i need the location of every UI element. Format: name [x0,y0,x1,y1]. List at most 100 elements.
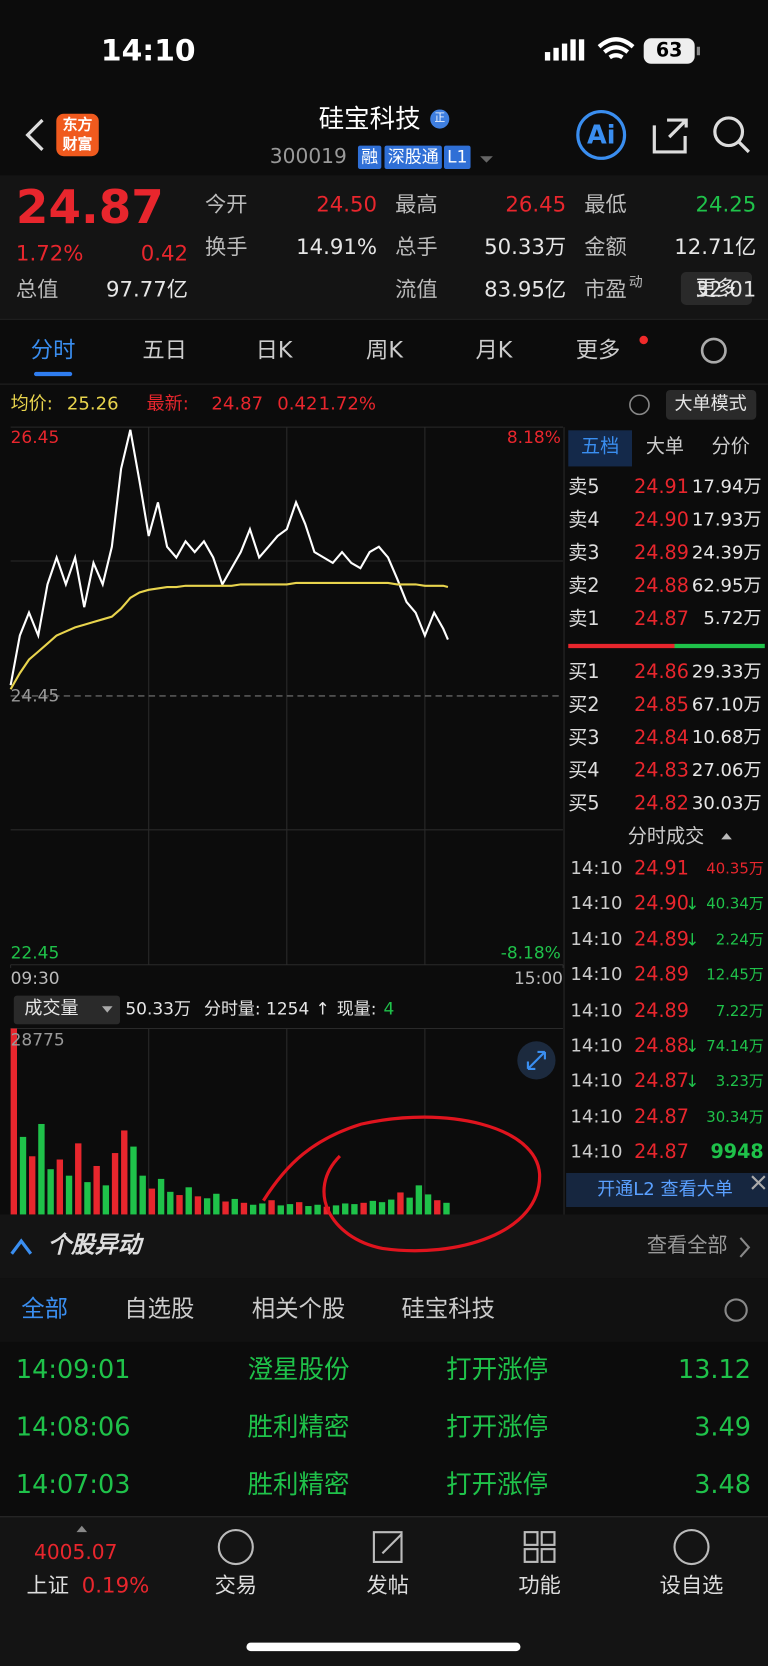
tab[interactable]: 月K [475,337,513,363]
tab[interactable]: 五日 [142,337,187,363]
back-button[interactable] [25,118,44,151]
volume-bar [121,1130,128,1215]
search-handle [737,140,750,154]
filter-tab[interactable]: 相关个股 [251,1296,346,1323]
book-label: 卖2 [568,574,600,598]
filter-tab[interactable]: 硅宝科技 [401,1296,496,1323]
latest-label: 最新: [146,393,189,415]
minute-volume: 分时量: 1254 [203,998,310,1019]
y-tick-label: 22.45 [10,942,60,963]
trade-time: 14:10 [570,1141,623,1164]
help-button[interactable] [629,394,650,416]
ask-bid-ratio-bid [674,643,765,649]
search-button[interactable] [713,116,745,148]
price-line [9,581,449,690]
volume-bar [75,1143,82,1215]
alert-event: 打开涨停 [446,1412,549,1442]
field-value: 32.01 [695,276,757,302]
alert-stock[interactable]: 胜利精密 [247,1469,350,1500]
trade-icon[interactable] [217,1528,254,1566]
volume-bar [277,1205,284,1215]
nav-item[interactable]: 功能 [518,1572,561,1598]
trade-volume: 9948 [710,1141,764,1164]
collapse-button[interactable] [10,1238,33,1255]
book-tab[interactable]: 五档 [581,435,620,458]
more-button-label[interactable]: 更多 [695,276,737,301]
trade-price: 24.87 [634,1141,689,1164]
ai-button[interactable] [576,109,627,160]
active-tab-underline [33,371,73,377]
field-value: 97.77亿 [105,276,189,302]
book-tab[interactable]: 大单 [645,435,685,458]
filter-tab[interactable]: 全部 [21,1296,68,1323]
function-icon[interactable] [523,1531,556,1563]
post-icon[interactable] [372,1531,403,1563]
trade-price: 24.90 [634,892,689,916]
field-value: 26.45 [505,191,567,217]
mode-label[interactable]: 大单模式 [674,393,747,415]
trade-time: 14:10 [570,999,623,1022]
alerts-filter-bar [0,1278,768,1342]
current-volume: 4 [383,998,395,1019]
tab[interactable]: 日K [255,337,293,363]
app-logo[interactable] [56,113,99,157]
close-banner[interactable] [751,1175,766,1190]
trade-price: 24.87 [634,1070,689,1093]
book-price: 24.85 [634,693,689,717]
nav-item[interactable]: 发帖 [366,1572,409,1598]
field-label: 换手 [205,233,248,260]
field-label: 今开 [205,191,248,217]
tab[interactable]: 周K [366,337,403,363]
settings-button[interactable] [724,1298,748,1322]
book-volume: 67.10万 [691,694,762,716]
big-order-button[interactable] [665,389,757,420]
alert-value: 3.49 [694,1412,751,1442]
alert-event: 打开涨停 [446,1469,549,1500]
volume-bar [360,1202,367,1215]
book-price: 24.83 [634,759,689,782]
alert-stock[interactable]: 澄星股份 [247,1354,350,1385]
ai-label[interactable]: Ai [586,120,616,150]
book-price: 24.82 [634,792,689,815]
view-all[interactable]: 查看全部 [646,1234,728,1258]
y-tick-label: 28775 [10,1029,65,1050]
volume-bar [259,1203,266,1215]
trade-volume: 74.14万 [706,1038,764,1056]
volume-bar [342,1203,349,1215]
volume-selector[interactable] [13,995,121,1025]
trade-flag: ↓ [685,893,700,915]
nav-item[interactable]: 交易 [214,1572,258,1598]
l2-banner[interactable] [566,1173,768,1207]
book-volume: 30.03万 [691,793,762,815]
trade-flag: ↓ [685,929,700,950]
volume-bar [314,1204,321,1215]
book-tab[interactable]: 分价 [711,435,750,458]
more-button[interactable] [680,272,753,305]
tab[interactable]: 分时 [30,337,76,363]
alert-stock[interactable]: 胜利精密 [247,1412,350,1442]
dropdown-arrow[interactable] [480,156,493,163]
book-price: 24.84 [634,726,689,750]
volume-selector-label[interactable]: 成交量 [24,998,79,1020]
volume-bar [213,1193,220,1215]
volume-bar [29,1156,36,1215]
filter-tab[interactable]: 自选股 [124,1296,195,1323]
book-price: 24.86 [634,660,689,684]
trade-volume: 40.35万 [706,860,764,878]
volume-bar [332,1205,340,1215]
trade-time: 14:10 [570,1035,623,1057]
price-line [9,429,449,686]
volume-bar [130,1146,137,1215]
tab[interactable]: 更多 [575,337,621,363]
volume-bar [84,1182,91,1215]
trade-price: 24.91 [634,857,689,880]
volume-bar [222,1201,229,1215]
index-value[interactable]: 4005.07 [33,1541,118,1565]
share-button[interactable] [652,118,688,154]
nav-item[interactable]: 设自选 [659,1572,724,1598]
watchlist-icon[interactable] [673,1528,710,1566]
l2-banner-text[interactable]: 开通L2 查看大单 [597,1178,733,1201]
annotation-circle [262,1115,542,1253]
settings-button[interactable] [700,337,727,364]
